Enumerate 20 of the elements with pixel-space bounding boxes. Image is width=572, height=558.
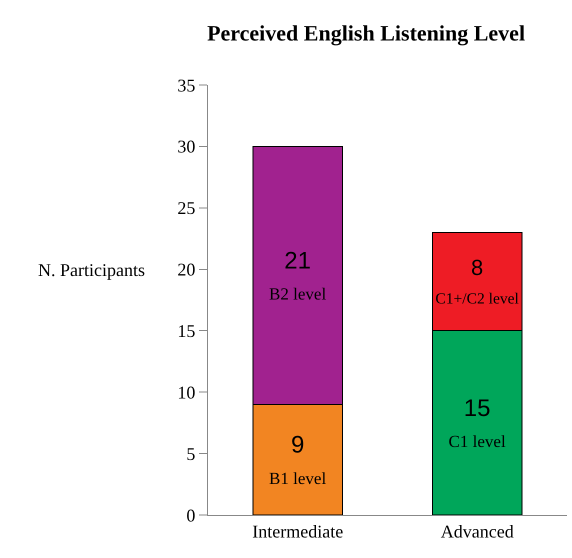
data-label: 15 [464, 394, 490, 422]
y-tick-label: 15 [177, 321, 196, 342]
y-tick-label: 30 [177, 136, 196, 157]
data-label: 21 [284, 247, 311, 274]
y-axis-title: N. Participants [38, 260, 145, 280]
y-tick-label: 35 [177, 75, 196, 96]
data-label: 8 [471, 255, 484, 280]
x-tick-label: Intermediate [252, 522, 344, 542]
series-label: C1+/C2 level [435, 290, 520, 308]
y-tick-label: 25 [177, 198, 196, 218]
y-tick-label: 20 [177, 260, 196, 280]
chart-title: Perceived English Listening Level [207, 20, 526, 46]
x-tick-label: Advanced [440, 522, 514, 542]
series-label: B1 level [269, 468, 326, 488]
series-label: C1 level [448, 432, 506, 451]
data-label: 9 [290, 432, 304, 459]
series-label: B2 level [269, 284, 326, 304]
y-tick-label: 5 [186, 444, 196, 464]
y-tick-label: 0 [186, 505, 196, 526]
y-tick-label: 10 [177, 382, 196, 402]
